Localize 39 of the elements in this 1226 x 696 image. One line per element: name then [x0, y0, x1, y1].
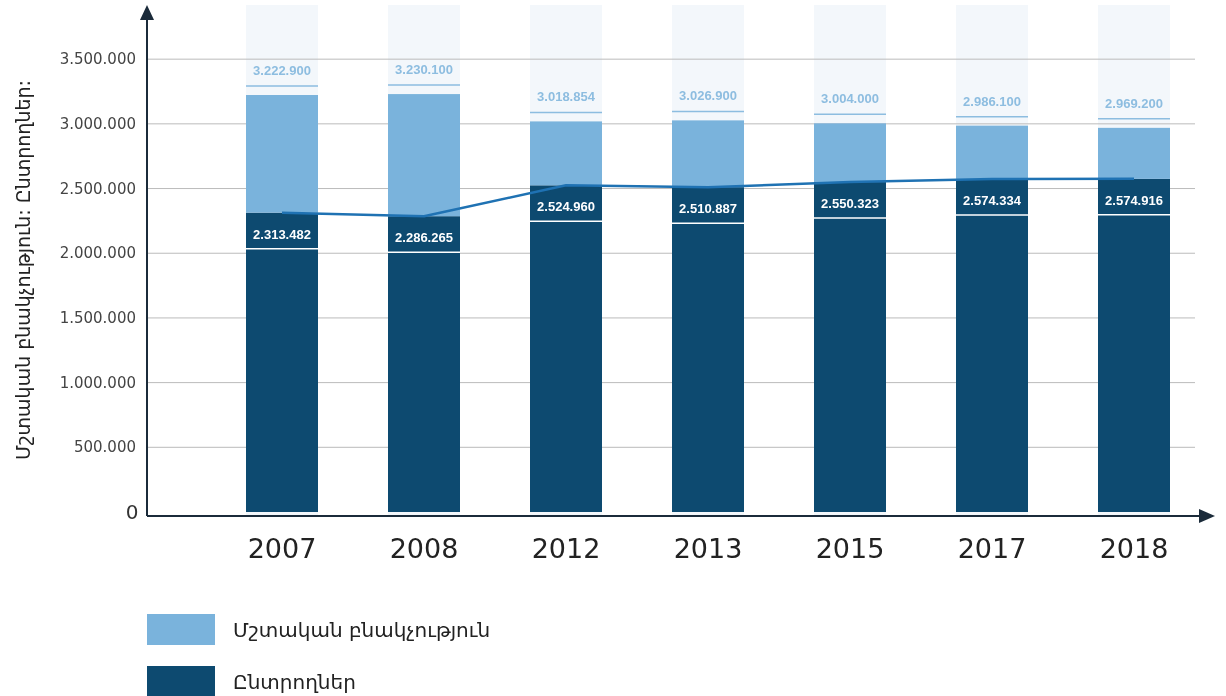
y-axis-title: Մշտական բնակչություն: Ընտրողներ: [12, 80, 34, 460]
bar [956, 125, 1028, 179]
bar [1098, 127, 1170, 179]
data-label: 2.313.482 [253, 226, 311, 242]
y-tick-label: 2.000.000 [59, 244, 136, 263]
y-tick-label: 0 [125, 500, 139, 524]
x-tick-label: 2017 [957, 533, 1027, 564]
data-label: 2.574.916 [1105, 192, 1163, 208]
y-tick-label: 1.500.000 [59, 308, 136, 327]
bar [672, 120, 744, 188]
legend-label: Ընտրողներ [233, 670, 356, 694]
x-tick-label: 2018 [1099, 533, 1169, 564]
x-tick-label: 2013 [673, 533, 743, 564]
x-tick-label: 2015 [815, 533, 885, 564]
total-label: 3.004.000 [821, 91, 879, 107]
total-label: 3.222.900 [253, 63, 311, 79]
total-label: 3.018.854 [537, 89, 596, 105]
data-label: 2.574.334 [963, 192, 1022, 208]
y-tick-label: 500.000 [73, 438, 136, 457]
data-label: 2.524.960 [537, 199, 595, 215]
x-tick-label: 2007 [247, 533, 317, 564]
x-tick-label: 2008 [389, 533, 459, 564]
bar [246, 95, 318, 213]
y-tick-label: 3.500.000 [59, 50, 136, 69]
legend-label: Մշտական բնակչություն [233, 618, 491, 642]
y-tick-label: 3.000.000 [59, 114, 136, 133]
bar [530, 121, 602, 186]
data-label: 2.286.265 [395, 230, 453, 246]
total-label: 2.986.100 [963, 93, 1021, 109]
total-label: 3.230.100 [395, 62, 453, 78]
data-label: 2.550.323 [821, 196, 879, 212]
data-label: 2.510.887 [679, 201, 737, 217]
y-tick-label: 2.500.000 [59, 179, 136, 198]
x-tick-label: 2012 [531, 533, 601, 564]
total-label: 2.969.200 [1105, 95, 1163, 111]
bar [814, 123, 886, 183]
y-tick-label: 1.000.000 [59, 373, 136, 392]
total-label: 3.026.900 [679, 88, 737, 104]
bar [388, 94, 460, 217]
